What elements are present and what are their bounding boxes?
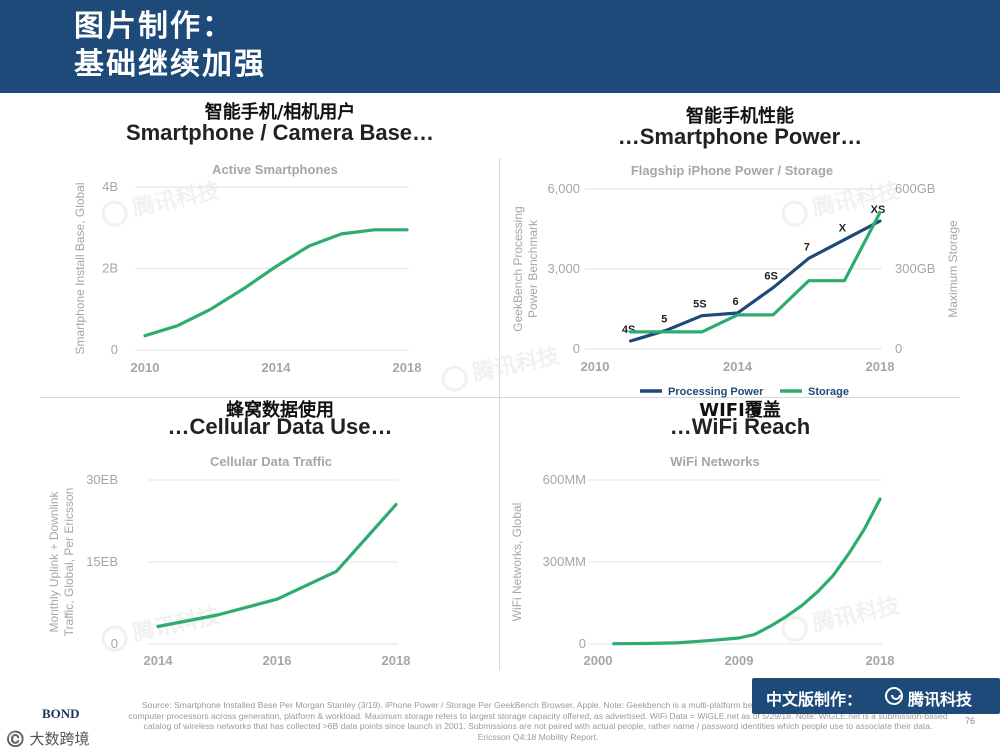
- active-smartphones-series-0-line: [143, 228, 409, 338]
- tencent-logo-icon: [885, 687, 903, 705]
- iphone-power-storage-point-label: XS: [871, 204, 886, 216]
- active-smartphones-title: Active Smartphones: [212, 162, 338, 177]
- iphone-power-storage-point-label: 5S: [693, 299, 706, 311]
- iphone-power-storage-point-label: 6S: [764, 271, 777, 283]
- iphone-power-storage-series-1-line: [629, 210, 882, 334]
- iphone-power-storage-x-tick: 2010: [581, 359, 610, 374]
- iphone-power-storage-y-tick: 0: [573, 341, 580, 356]
- iphone-power-storage-y2-tick: 0: [895, 341, 902, 356]
- iphone-power-storage-y2-tick: 300GB: [895, 261, 935, 276]
- page-number: 76: [965, 716, 976, 726]
- cellular-data-traffic-y-tick: 30EB: [86, 472, 118, 487]
- cellular-data-traffic-y-tick: 0: [111, 636, 118, 651]
- panel-divider-vertical: [499, 158, 500, 670]
- wifi-networks-y-tick: 0: [579, 636, 586, 651]
- bond-logo: BOND: [42, 706, 80, 721]
- iphone-power-storage-y-tick: 3,000: [547, 261, 580, 276]
- active-smartphones-y-tick: 4B: [102, 179, 118, 194]
- panel-title-en-tl: Smartphone / Camera Base…: [125, 120, 435, 145]
- iphone-power-storage-point-label: 7: [804, 241, 810, 253]
- wifi-networks-x-tick: 2009: [725, 653, 754, 668]
- iphone-power-storage-legend-label: Storage: [808, 386, 849, 398]
- producer-badge: 中文版制作： 腾讯科技: [752, 678, 1000, 714]
- cellular-data-traffic-title: Cellular Data Traffic: [210, 454, 332, 469]
- iphone-power-storage-x-tick: 2018: [866, 359, 895, 374]
- wifi-networks-title: WiFi Networks: [670, 454, 759, 469]
- active-smartphones-y-tick: 0: [111, 342, 118, 357]
- iphone-power-storage-series-0-line: [629, 219, 882, 343]
- panel-title-cn-tr: 智能手机性能: [686, 106, 794, 127]
- iphone-power-storage-y2-tick: 600GB: [895, 181, 935, 196]
- iphone-power-storage-y-tick: 6,000: [547, 181, 580, 196]
- active-smartphones-x-tick: 2018: [393, 360, 422, 375]
- cellular-data-traffic-ylabel-line1: Monthly Uplink + Downlink: [47, 490, 61, 632]
- active-smartphones-x-tick: 2010: [131, 360, 160, 375]
- panel-title-en-tr: …Smartphone Power…: [617, 124, 863, 149]
- cellular-data-traffic-y-tick: 15EB: [86, 554, 118, 569]
- badge-label: 中文版制作：: [766, 690, 863, 709]
- corner-watermark: ©️ 大数跨境: [6, 730, 90, 748]
- active-smartphones-ylabel: Smartphone Install Base, Global: [73, 182, 87, 354]
- header-bar: 图片制作： 基础继续加强: [0, 0, 1000, 93]
- wifi-networks-y-tick: 300MM: [543, 554, 586, 569]
- panel-divider-horizontal-right: [500, 397, 960, 398]
- iphone-power-storage-point-label: 4S: [622, 324, 635, 336]
- active-smartphones-x-tick: 2014: [262, 360, 292, 375]
- page-title: 图片制作： 基础继续加强: [74, 8, 266, 84]
- iphone-power-storage-ylabel-line2: Power Benchmark: [526, 219, 540, 318]
- iphone-power-storage-y2label: Maximum Storage: [946, 220, 960, 318]
- panel-title-cn-bl: 蜂窝数据使用: [226, 400, 334, 421]
- cellular-data-traffic-ylabel-line2: Traffic, Global, Per Ericsson: [62, 488, 76, 637]
- cellular-data-traffic-series-0-line: [156, 503, 398, 629]
- iphone-power-storage-legend-label: Processing Power: [668, 386, 764, 398]
- wifi-networks-x-tick: 2018: [866, 653, 895, 668]
- active-smartphones-y-tick: 2B: [102, 261, 118, 276]
- cellular-data-traffic-x-tick: 2018: [382, 653, 411, 668]
- badge-brand: 腾讯科技: [908, 690, 973, 709]
- wifi-networks-x-tick: 2000: [584, 653, 613, 668]
- source-note: Source: Smartphone Installed Base Per Mo…: [128, 700, 948, 742]
- iphone-power-storage-point-label: 5: [661, 313, 667, 325]
- panel-title-cn-tl: 智能手机/相机用户: [204, 102, 356, 123]
- iphone-power-storage-point-label: X: [839, 223, 847, 235]
- page-title-line2: 基础继续加强: [74, 47, 266, 82]
- panel-title-en-br: …WiFi Reach: [669, 414, 811, 439]
- iphone-power-storage-x-tick: 2014: [723, 359, 753, 374]
- wifi-networks-series-0-line: [612, 497, 882, 646]
- page-title-line1: 图片制作：: [74, 9, 234, 44]
- panel-title-en-bl: …Cellular Data Use…: [167, 414, 393, 439]
- wifi-networks-y-tick: 600MM: [543, 472, 586, 487]
- panel-title-cn-br: WIFI覆盖: [699, 400, 781, 421]
- wifi-networks-ylabel: WiFi Networks, Global: [510, 503, 524, 622]
- iphone-power-storage-ylabel-line1: GeekBench Processing: [511, 206, 525, 331]
- iphone-power-storage-point-label: 6: [732, 296, 738, 308]
- cellular-data-traffic-x-tick: 2016: [263, 653, 292, 668]
- panel-divider-horizontal-left: [40, 397, 500, 398]
- cellular-data-traffic-x-tick: 2014: [144, 653, 174, 668]
- iphone-power-storage-title: Flagship iPhone Power / Storage: [631, 163, 833, 178]
